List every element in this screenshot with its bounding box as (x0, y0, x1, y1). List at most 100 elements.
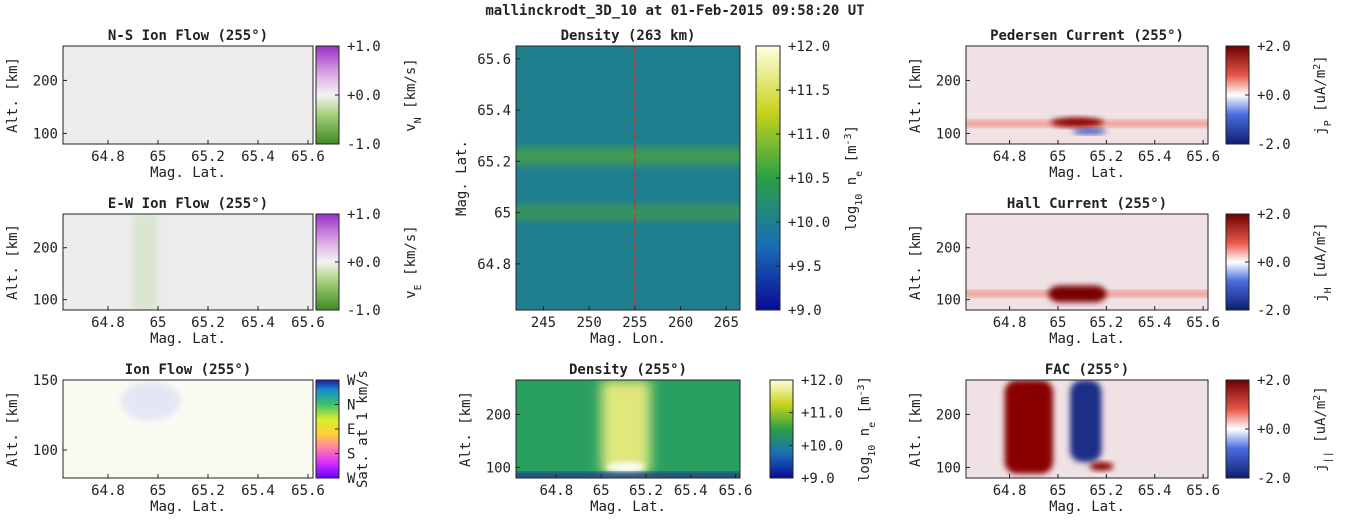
axes-frame (62, 213, 314, 311)
panel-title: N-S Ion Flow (255°) (108, 28, 268, 44)
colorbar-tick-label: +0.0 (1257, 255, 1291, 271)
y-axis-label: Alt. [km] (908, 57, 924, 133)
colorbar-tick-label: +0.0 (347, 255, 381, 271)
y-tick-label: 100 (33, 126, 58, 142)
x-tick-label: 65 (1050, 483, 1067, 499)
x-tick-label: 65.2 (191, 315, 225, 331)
y-axis-label: Alt. [km] (458, 391, 474, 467)
colorbar-tick-label: W (347, 373, 356, 389)
panel-title: Pedersen Current (255°) (990, 28, 1184, 44)
colorbar: +1.0 +0.0 -1.0 vE [km/s] (315, 207, 424, 319)
x-tick-label: 250 (576, 315, 601, 331)
colorbar: +1.0 +0.0 -1.0 vN [km/s] (315, 39, 424, 153)
heatmap-features (966, 117, 1208, 134)
colorbar-tick-label: -1.0 (347, 303, 381, 319)
feature-column (1048, 285, 1107, 303)
x-tick-label: 245 (531, 315, 556, 331)
colorbar: +2.0 +0.0 -2.0 jH [uA/m2] (1225, 207, 1334, 319)
colorbar-tick-label: N (347, 398, 355, 414)
colorbar-tick-label: +1.0 (347, 207, 381, 223)
y-tick-label: 65 (494, 206, 511, 222)
colorbar-tick-label: +1.0 (347, 39, 381, 55)
panel-fac: FAC (255°) 64.8 65 65.2 65.4 65.6 100 200 Mag. L… (908, 362, 1334, 515)
y-tick-label: 200 (33, 73, 58, 89)
x-tick-label: 65.4 (241, 315, 275, 331)
colorbar-tick-label: -1.0 (347, 137, 381, 153)
y-tick-label: 100 (936, 126, 961, 142)
x-tick-label: 65.2 (1090, 149, 1124, 165)
y-axis-label: Alt. [km] (908, 391, 924, 467)
panel-title: Ion Flow (255°) (125, 362, 251, 378)
heatmap-field (63, 214, 313, 310)
y-tick-label: 100 (936, 293, 961, 309)
colorbar-tick-label: W (347, 471, 356, 487)
x-tick-label: 255 (622, 315, 647, 331)
heatmap-field (966, 46, 1208, 144)
colorbar-tick-label: +9.5 (788, 259, 822, 275)
panel-hall-current: Hall Current (255°) 64.8 65 65.2 65.4 65.6 100… (908, 196, 1334, 347)
colorbar-label: vN [km/s] (403, 58, 424, 131)
colorbar-label: log10 ne [m-3] (856, 376, 878, 482)
axes-frame (62, 379, 314, 479)
y-axis-label: Alt. [km] (908, 224, 924, 300)
colorbar-tick-label: S (347, 447, 355, 463)
feature-blob (1050, 117, 1104, 128)
colorbar-tick-label: +9.0 (788, 303, 822, 319)
feature-column (1004, 380, 1054, 474)
colorbar-label: vE [km/s] (403, 225, 424, 298)
feature-plume (601, 380, 651, 473)
y-axis-label: Alt. [km] (5, 57, 21, 133)
panel-density-263km: Density (263 km) 245 250 255 260 265 64.8 65 65.… (454, 28, 865, 347)
x-tick-label: 64.8 (993, 483, 1027, 499)
x-axis-label: Mag. Lat. (590, 499, 666, 515)
y-tick-label: 64.8 (477, 257, 511, 273)
x-tick-label: 65.6 (719, 483, 753, 499)
feature-blob (1072, 128, 1107, 134)
x-tick-label: 65.4 (1138, 315, 1172, 331)
colorbar-tick-label: +0.0 (347, 88, 381, 104)
colorbar-tick-label: +10.5 (788, 171, 830, 187)
y-tick-label: 200 (486, 407, 511, 423)
panel-title: Hall Current (255°) (1007, 196, 1167, 212)
axes-frame (965, 379, 1209, 479)
colorbar-tick-label: +2.0 (1257, 39, 1291, 55)
feature-column (1070, 380, 1102, 463)
colorbar-label: jP [uA/m2] (1312, 55, 1334, 135)
colorbar-gradient (769, 379, 794, 479)
colorbar: +2.0 +0.0 -2.0 jP [uA/m2] (1225, 39, 1334, 153)
x-tick-label: 65.6 (1186, 483, 1220, 499)
heatmap-features (1004, 380, 1114, 474)
x-axis-label: Mag. Lat. (150, 165, 226, 181)
x-tick-label: 65.2 (1090, 483, 1124, 499)
feature-band (516, 472, 740, 478)
feature-blob (605, 462, 646, 473)
x-tick-label: 65.4 (674, 483, 708, 499)
figure-title: mallinckrodt_3D_10 at 01-Feb-2015 09:58:… (485, 3, 864, 19)
panel-pedersen-current: Pedersen Current (255°) 64.8 65 65.2 65.4 65.… (908, 28, 1334, 181)
x-tick-label: 65.4 (1138, 483, 1172, 499)
axes-frame (515, 379, 741, 479)
colorbar: +2.0 +0.0 -2.0 j|| [uA/m2] (1225, 373, 1334, 487)
colorbar-tick-label: +10.0 (788, 215, 830, 231)
y-tick-label: 200 (936, 241, 961, 257)
colorbar-label: j|| [uA/m2] (1312, 386, 1334, 472)
colorbar-label: Sat. at 1 km/s (355, 370, 371, 488)
x-tick-label: 65 (593, 483, 610, 499)
x-tick-label: 65.2 (1090, 315, 1124, 331)
x-tick-label: 65.6 (1186, 315, 1220, 331)
axes-frame (515, 45, 741, 311)
x-tick-label: 265 (714, 315, 739, 331)
x-tick-label: 65 (1050, 315, 1067, 331)
heatmap-field (516, 46, 740, 310)
heatmap-field (63, 46, 313, 144)
x-tick-label: 64.8 (91, 149, 125, 165)
x-tick-label: 64.8 (539, 483, 573, 499)
panel-density-255: Density (255°) 64.8 65 65.2 65.4 65.6 100 200 Ma… (458, 362, 878, 515)
panel-ew-ion-flow: E-W Ion Flow (255°) 64.8 65 65.2 65.4 65.6 100… (5, 196, 424, 347)
y-tick-label: 100 (33, 443, 58, 459)
y-tick-label: 200 (936, 407, 961, 423)
colorbar-tick-label: +2.0 (1257, 207, 1291, 223)
colorbar-tick-label: +0.0 (1257, 422, 1291, 438)
y-tick-label: 150 (33, 373, 58, 389)
